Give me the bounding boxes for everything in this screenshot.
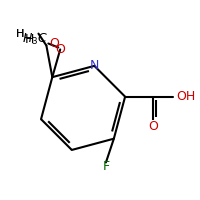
Text: O: O bbox=[49, 37, 59, 50]
Text: OH: OH bbox=[177, 90, 196, 103]
Text: O: O bbox=[55, 43, 65, 56]
Text: $H_3C$: $H_3C$ bbox=[22, 32, 48, 47]
Text: H: H bbox=[25, 33, 35, 46]
Text: O: O bbox=[148, 120, 158, 133]
Text: F: F bbox=[102, 160, 109, 173]
Text: N: N bbox=[90, 59, 99, 72]
Text: H: H bbox=[16, 29, 25, 39]
Text: H: H bbox=[16, 29, 25, 39]
